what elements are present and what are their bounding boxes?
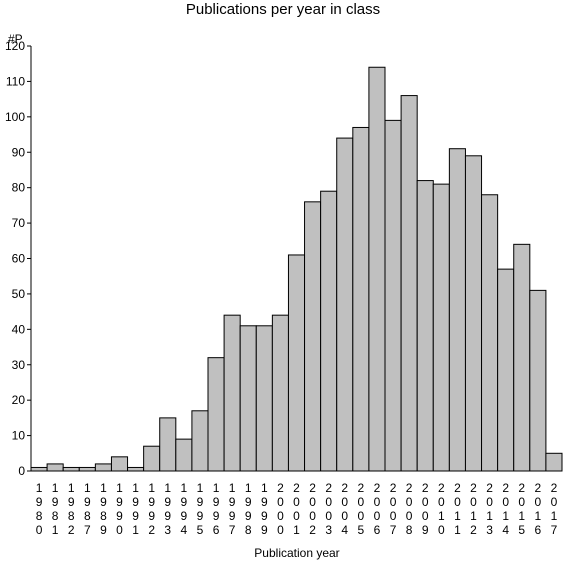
y-tick-label: 30 (12, 358, 26, 372)
y-axis: 0 10 20 30 40 50 60 70 80 90 100 110 120 (5, 39, 32, 478)
bar (110, 456, 129, 472)
chart-title: Publications per year in class (186, 1, 380, 18)
y-tick-label: 50 (12, 287, 26, 301)
bar (336, 137, 354, 472)
y-tick-label: 70 (12, 216, 26, 230)
bar (287, 254, 306, 472)
bar (529, 289, 547, 472)
bar (94, 463, 112, 472)
bar (352, 126, 370, 472)
bar (513, 243, 531, 472)
bar (384, 119, 402, 472)
x-axis-label: Publication year (254, 546, 339, 560)
bar (239, 325, 257, 472)
bar (545, 452, 563, 472)
bar (191, 410, 209, 472)
bars-group (30, 66, 563, 472)
bar (127, 466, 145, 472)
bar (497, 268, 515, 472)
bar (223, 314, 241, 472)
bar (62, 466, 80, 472)
y-tick-label: 10 (12, 429, 26, 443)
bar (78, 466, 96, 472)
bar (159, 417, 177, 472)
bar (271, 314, 289, 472)
bar (30, 466, 48, 472)
bar (46, 463, 64, 472)
y-tick-label: 100 (5, 110, 25, 124)
bar (481, 194, 499, 472)
y-tick-label: 60 (12, 252, 26, 266)
bar (255, 325, 273, 472)
bar (175, 438, 193, 472)
y-tick-label: 40 (12, 322, 26, 336)
y-tick-label: 110 (6, 74, 25, 88)
y-tick-label: 0 (18, 464, 25, 478)
bar (464, 155, 483, 472)
y-tick-label: 20 (12, 393, 26, 407)
bar (416, 180, 434, 472)
bar (207, 357, 225, 472)
bar (304, 201, 322, 472)
y-tick-label: 80 (12, 181, 26, 195)
bar (400, 95, 418, 472)
bar (432, 183, 450, 472)
bar (320, 190, 338, 472)
y-tick-label: 90 (12, 145, 26, 159)
y-axis-label: #P (8, 32, 23, 46)
x-axis: 1 9 8 0 1 9 8 1 1 9 8 2 1 9 8 7 1 9 8 9 1 9 9 0 1 9 9 1 1 9 9 2 1 9 9 3 1 9 9 4… (31, 470, 562, 537)
bar (448, 148, 466, 472)
bar (143, 445, 161, 472)
bar (368, 66, 386, 472)
y-tick-label: 120 (5, 39, 25, 53)
